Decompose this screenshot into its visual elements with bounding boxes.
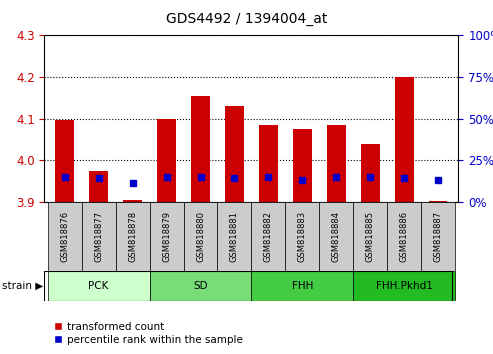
- Bar: [116, 202, 149, 271]
- Bar: [191, 96, 210, 202]
- Text: GSM818881: GSM818881: [230, 211, 239, 262]
- Bar: [55, 120, 74, 202]
- Bar: [48, 202, 82, 271]
- Bar: [429, 201, 448, 202]
- Bar: [259, 125, 278, 202]
- Bar: [293, 129, 312, 202]
- Text: FHH.Pkhd1: FHH.Pkhd1: [376, 281, 433, 291]
- Text: GSM818883: GSM818883: [298, 211, 307, 262]
- Text: GSM818876: GSM818876: [60, 211, 69, 262]
- Bar: [217, 202, 251, 271]
- Text: strain ▶: strain ▶: [2, 281, 44, 291]
- Text: GDS4492 / 1394004_at: GDS4492 / 1394004_at: [166, 12, 327, 27]
- Text: GSM818887: GSM818887: [434, 211, 443, 262]
- Bar: [285, 202, 319, 271]
- Bar: [387, 202, 421, 271]
- Text: SD: SD: [193, 281, 208, 291]
- Text: FHH: FHH: [292, 281, 313, 291]
- Bar: [157, 119, 176, 202]
- Bar: [421, 202, 455, 271]
- Text: GSM818880: GSM818880: [196, 211, 205, 262]
- Bar: [225, 106, 244, 202]
- Bar: [149, 271, 251, 301]
- Text: PCK: PCK: [88, 281, 109, 291]
- Text: GSM818879: GSM818879: [162, 211, 171, 262]
- Text: GSM818878: GSM818878: [128, 211, 137, 262]
- Bar: [353, 202, 387, 271]
- Bar: [149, 202, 183, 271]
- Text: GSM818885: GSM818885: [366, 211, 375, 262]
- Bar: [251, 271, 353, 301]
- Legend: transformed count, percentile rank within the sample: transformed count, percentile rank withi…: [50, 317, 247, 349]
- Bar: [89, 171, 108, 202]
- Bar: [82, 202, 116, 271]
- Text: GSM818877: GSM818877: [94, 211, 103, 262]
- Bar: [251, 202, 285, 271]
- Text: GSM818886: GSM818886: [400, 211, 409, 262]
- Bar: [123, 200, 142, 202]
- Bar: [183, 202, 217, 271]
- Bar: [361, 143, 380, 202]
- Bar: [319, 202, 353, 271]
- Bar: [395, 77, 414, 202]
- Text: GSM818884: GSM818884: [332, 211, 341, 262]
- Text: GSM818882: GSM818882: [264, 211, 273, 262]
- Bar: [353, 271, 455, 301]
- Bar: [327, 125, 346, 202]
- Bar: [48, 271, 149, 301]
